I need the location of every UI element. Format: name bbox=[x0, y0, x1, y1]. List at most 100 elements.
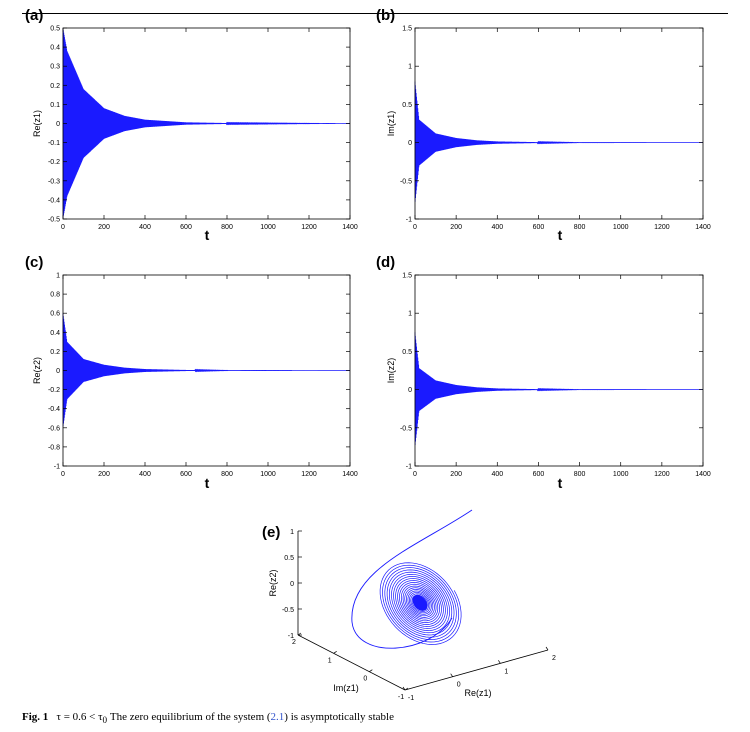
re-tick-label: 1 bbox=[504, 668, 508, 675]
caption-math-sub: 0 bbox=[102, 715, 108, 726]
y-axis-label: Re(z1) bbox=[32, 110, 42, 137]
caption-equation-link[interactable]: 2.1 bbox=[270, 711, 285, 723]
im-axis bbox=[297, 634, 406, 691]
z-tick-label: 1 bbox=[290, 529, 294, 536]
y-tick-label: -0.4 bbox=[48, 406, 60, 413]
x-tick-label: 0 bbox=[61, 471, 65, 478]
x-tick-label: 200 bbox=[98, 224, 110, 231]
y-axis-label: Im(z2) bbox=[386, 358, 396, 384]
y-tick-label: -0.8 bbox=[48, 444, 60, 451]
im-axis-label: Im(z1) bbox=[333, 683, 359, 693]
re-tick-label: 2 bbox=[552, 655, 556, 662]
top-rule bbox=[22, 13, 728, 14]
y-tick-label: 0.4 bbox=[50, 330, 60, 337]
y-tick-label: 0.1 bbox=[50, 102, 60, 109]
re-tick bbox=[545, 646, 549, 651]
panel-d: 0 200 400 600 800 1000 1200 1400 -1 -0.5 0 0.5 1 1.5 (… bbox=[376, 254, 711, 491]
x-tick-label: 400 bbox=[491, 471, 503, 478]
y-tick-label: -1 bbox=[406, 464, 412, 471]
series-line bbox=[62, 313, 350, 427]
caption-label: Fig. 1 bbox=[22, 711, 49, 723]
y-tick-label: 0.5 bbox=[402, 102, 412, 109]
axes-box bbox=[414, 27, 704, 220]
x-tick-label: 1400 bbox=[695, 471, 711, 478]
x-axis-label: t bbox=[205, 475, 210, 491]
im-tick bbox=[297, 632, 302, 636]
x-tick-label: 800 bbox=[221, 224, 233, 231]
y-tick-label: -0.5 bbox=[400, 425, 412, 432]
x-tick-label: 600 bbox=[533, 471, 545, 478]
x-tick-label: 1400 bbox=[695, 224, 711, 231]
y-tick-label: 0.4 bbox=[50, 45, 60, 52]
x-tick-label: 800 bbox=[221, 471, 233, 478]
y-tick-label: -0.4 bbox=[48, 197, 60, 204]
y-tick-label: 1 bbox=[408, 311, 412, 318]
y-tick-label: -0.5 bbox=[48, 217, 60, 224]
panel-b: 0 200 400 600 800 1000 1200 1400 -1 -0.5 0 0.5 1 1.5 (… bbox=[376, 7, 711, 243]
y-axis-label: Re(z2) bbox=[32, 357, 42, 384]
y-tick-label: 0 bbox=[56, 121, 60, 128]
im-tick-label: 1 bbox=[328, 657, 332, 664]
x-tick-label: 400 bbox=[139, 224, 151, 231]
x-tick-label: 1200 bbox=[301, 471, 317, 478]
y-tick-label: 0 bbox=[408, 387, 412, 394]
panel-label: (c) bbox=[25, 254, 43, 271]
y-tick-label: -0.5 bbox=[400, 178, 412, 185]
equilibrium-core bbox=[412, 595, 428, 611]
y-tick-label: 0.3 bbox=[50, 64, 60, 71]
y-tick-label: 1 bbox=[56, 273, 60, 280]
x-axis-label: t bbox=[205, 227, 210, 243]
y-tick-label: -0.1 bbox=[48, 140, 60, 147]
x-tick-label: 1000 bbox=[260, 471, 276, 478]
series-line bbox=[414, 81, 703, 202]
y-tick-label: -1 bbox=[54, 464, 60, 471]
im-tick bbox=[333, 651, 337, 654]
re-axis-label: Re(z1) bbox=[464, 688, 491, 698]
x-tick-label: 1000 bbox=[613, 224, 629, 231]
x-tick-label: 0 bbox=[413, 471, 417, 478]
figure-1: 0 200 400 600 800 1000 1200 1400-0.5-0.4-0.3-0.… bbox=[25, 7, 711, 702]
x-tick-label: 200 bbox=[98, 471, 110, 478]
x-tick-label: 400 bbox=[139, 471, 151, 478]
z-tick-label: -0.5 bbox=[282, 607, 294, 614]
y-tick-label: 0.5 bbox=[402, 349, 412, 356]
z-axis-label: Re(z2) bbox=[268, 569, 278, 596]
x-tick-label: 1200 bbox=[654, 471, 670, 478]
series-line bbox=[62, 27, 350, 218]
y-tick-label: 0.6 bbox=[50, 311, 60, 318]
z-tick-label: 0.5 bbox=[284, 555, 294, 562]
re-axis bbox=[404, 649, 549, 691]
y-tick-label: -0.2 bbox=[48, 387, 60, 394]
panel-e: (e) 1 0.5 0 -0.5 -1 Re(z2) 2 1 0 -1 Im(z1) -1 0 1 2 Re(z… bbox=[262, 509, 556, 702]
y-tick-label: 0.8 bbox=[50, 292, 60, 299]
series-line bbox=[414, 332, 703, 446]
y-axis-label: Im(z1) bbox=[386, 111, 396, 137]
caption-text-b: ) is asymptotically stable bbox=[284, 711, 394, 723]
re-tick bbox=[450, 673, 453, 677]
x-tick-label: 1000 bbox=[260, 224, 276, 231]
x-tick-label: 1400 bbox=[342, 471, 358, 478]
z-tick-label: 0 bbox=[290, 581, 294, 588]
x-tick-label: 200 bbox=[450, 471, 462, 478]
x-tick-label: 600 bbox=[533, 224, 545, 231]
x-tick-label: 1200 bbox=[654, 224, 670, 231]
re-tick bbox=[498, 660, 501, 664]
y-tick-label: 0.5 bbox=[50, 26, 60, 33]
z-tick-label: -1 bbox=[288, 633, 294, 640]
x-tick-label: 1400 bbox=[342, 224, 358, 231]
x-tick-label: 200 bbox=[450, 224, 462, 231]
x-tick-label: 400 bbox=[491, 224, 503, 231]
y-tick-label: 1.5 bbox=[402, 26, 412, 33]
panel-label: (b) bbox=[376, 7, 395, 24]
im-tick bbox=[369, 669, 373, 672]
x-tick-label: 800 bbox=[574, 471, 586, 478]
panel-a: 0 200 400 600 800 1000 1200 1400 -0.5 -0.4 -0.3 -0.… bbox=[25, 7, 358, 243]
caption-math: τ = 0.6 < τ bbox=[56, 711, 103, 723]
x-axis-label: t bbox=[558, 475, 563, 491]
trajectory-outer bbox=[351, 509, 473, 649]
im-tick-label: -1 bbox=[398, 694, 404, 701]
caption-text-a: The zero equilibrium of the system ( bbox=[107, 711, 271, 723]
x-tick-label: 0 bbox=[61, 224, 65, 231]
re-tick-label: 0 bbox=[457, 682, 461, 689]
y-tick-label: 1 bbox=[408, 64, 412, 71]
